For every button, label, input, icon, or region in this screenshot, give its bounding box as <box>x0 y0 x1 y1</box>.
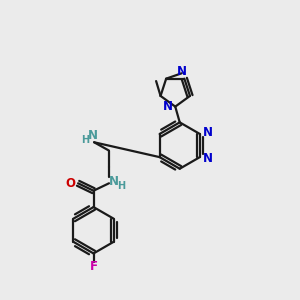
Text: N: N <box>203 152 213 165</box>
Text: N: N <box>163 100 173 113</box>
Text: N: N <box>109 175 119 188</box>
Text: O: O <box>66 177 76 190</box>
Text: N: N <box>203 126 213 139</box>
Text: F: F <box>89 260 98 273</box>
Text: H: H <box>81 135 89 145</box>
Text: N: N <box>88 129 98 142</box>
Text: H: H <box>117 181 125 191</box>
Text: N: N <box>176 65 186 78</box>
